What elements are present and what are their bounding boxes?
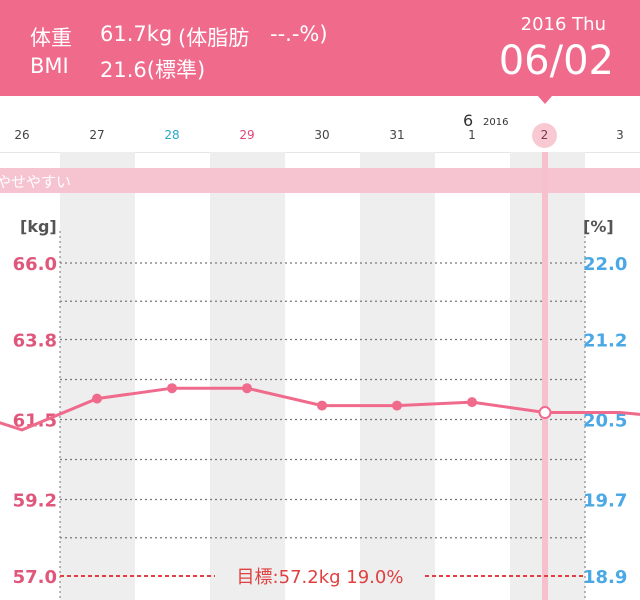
day-28[interactable]: 28 <box>164 128 180 142</box>
weight-label: 体重 <box>30 26 72 50</box>
data-point <box>317 400 327 411</box>
day-26[interactable]: 26 <box>14 128 30 142</box>
day-27[interactable]: 27 <box>89 128 105 142</box>
date-year-weekday: 2016 Thu <box>520 14 606 35</box>
weight-value: 61.7kg <box>100 22 173 46</box>
left-tick-label: 61.5 <box>13 411 57 432</box>
zone-banner <box>0 168 640 193</box>
left-tick-label: 59.2 <box>13 490 57 511</box>
left-tick-label: 57.0 <box>13 567 57 588</box>
selected-day-marker[interactable]: 2 <box>532 123 557 148</box>
bodyfat-label: (体脂肪 <box>178 26 250 50</box>
data-point <box>167 383 177 394</box>
day-3[interactable]: 3 <box>616 128 624 142</box>
bodyfat-value: --.-%) <box>270 22 328 46</box>
date-strip[interactable]: 26 27 28 29 30 31 1 3 <box>0 96 640 153</box>
right-tick-label: 22.0 <box>583 254 627 275</box>
selected-date[interactable]: 06/02 <box>498 38 614 84</box>
selection-line <box>542 152 548 600</box>
bmi-value: 21.6(標準) <box>100 58 206 82</box>
day-29[interactable]: 29 <box>239 128 255 142</box>
zone-banner-label: やせやすい <box>0 173 71 191</box>
selection-pointer-icon <box>538 96 552 104</box>
left-tick-label: 63.8 <box>13 331 57 352</box>
chart-stripe <box>60 152 135 600</box>
weight-chart[interactable]: やせやすい [kg] [%] 66.0 63.8 61.5 59.2 57.0 22.0 21.2… <box>0 152 640 600</box>
data-point <box>92 393 102 404</box>
day-30[interactable]: 30 <box>314 128 330 142</box>
left-tick-label: 66.0 <box>13 254 57 275</box>
left-unit-label: [kg] <box>20 217 57 236</box>
data-point <box>392 400 402 411</box>
right-unit-label: [%] <box>583 217 614 236</box>
month-label: 6 <box>463 111 474 130</box>
right-tick-label: 21.2 <box>583 331 627 352</box>
chart-stripe <box>210 152 285 600</box>
data-point <box>242 383 252 394</box>
chart-stripe <box>360 152 435 600</box>
right-tick-label: 20.5 <box>583 411 627 432</box>
day-31[interactable]: 31 <box>389 128 405 142</box>
bmi-label: BMI <box>30 54 69 78</box>
selected-data-point <box>538 406 552 420</box>
right-tick-label: 18.9 <box>583 567 627 588</box>
year-label: 2016 <box>483 117 509 128</box>
summary-header: 体重 61.7kg (体脂肪 --.-%) BMI 21.6(標準) 2016 … <box>0 0 640 96</box>
data-point <box>467 397 477 408</box>
right-tick-label: 19.7 <box>583 490 627 511</box>
day-1[interactable]: 1 <box>468 128 476 142</box>
goal-label: 目標:57.2kg 19.0% <box>237 567 404 588</box>
